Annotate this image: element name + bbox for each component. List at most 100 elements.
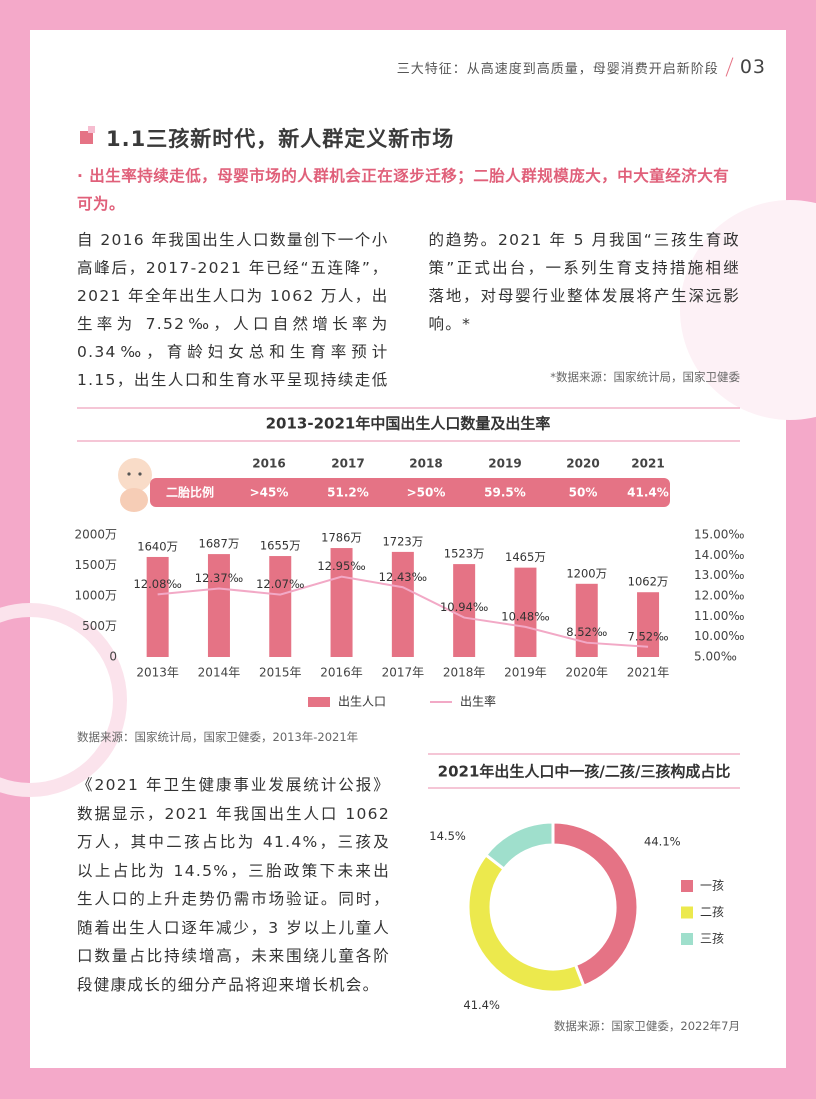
x-tick-label: 2018年 [443,666,486,680]
bar-value-label: 1786万 [321,531,362,545]
y-tick-label: 0 [109,650,117,664]
decor-circle [680,200,816,420]
bar-value-label: 1200万 [566,566,607,580]
header-slash [725,57,734,77]
source-note: 数据来源：国家统计局，国家卫健委，2013年-2021年 [77,730,359,744]
y2-tick-label: 5.00‰ [694,650,737,664]
intro-text: 自 2016 年我国出生人口数量创下一个小高峰后，2017-2021 年已经“五… [77,231,740,389]
bar-value-label: 1687万 [199,537,240,551]
y2-tick-label: 13.00‰ [694,568,744,582]
legend-label: 三孩 [700,932,724,946]
rate-line [157,575,649,648]
ratio-label: 二胎比例 [166,485,214,500]
bar [391,551,414,657]
x-tick-label: 2016年 [320,666,363,680]
ratio-value: >45% [250,486,289,500]
line-value-label: 10.94‰ [440,600,488,614]
bar-value-label: 1465万 [505,550,546,564]
y2-tick-label: 10.00‰ [694,629,744,643]
y-tick-label: 2000万 [74,528,117,542]
ratio-value: 50% [569,486,598,500]
line-value-label: 12.43‰ [379,570,427,584]
section-icon [80,131,93,144]
chart-title: 2021年出生人口中一孩/二孩/三孩构成占比 [438,763,731,781]
ratio-year: 2019 [488,457,521,471]
ratio-year: 2016 [252,457,285,471]
line-value-label: 12.07‰ [256,577,304,591]
legend-label: 一孩 [700,879,724,893]
y2-tick-label: 12.00‰ [694,589,744,603]
line-value-label: 8.52‰ [566,625,607,639]
line-value-label: 10.48‰ [501,609,549,623]
page-number: 03 [739,56,766,78]
page-sheet [30,30,786,1068]
baby-body [120,488,148,512]
ratio-band [150,478,670,507]
slice-label: 14.5% [429,829,466,843]
bar [575,583,598,657]
y-tick-label: 1000万 [74,589,117,603]
source-note: 数据来源：国家卫健委，2022年7月 [553,1019,740,1033]
bar [146,556,169,657]
section-subtitle: · 出生率持续走低，母婴市场的人群机会正在逐步迁移；二胎人群规模庞大，中大童经济… [77,167,730,213]
ratio-value: >50% [407,486,446,500]
y2-tick-label: 15.00‰ [694,528,744,542]
line-value-label: 12.08‰ [133,577,181,591]
y2-tick-label: 11.00‰ [694,609,744,623]
x-tick-label: 2017年 [382,666,425,680]
x-tick-label: 2013年 [136,666,179,680]
ratio-value: 51.2% [327,486,369,500]
x-tick-label: 2020年 [565,666,608,680]
bar-value-label: 1640万 [137,539,178,553]
ratio-year: 2017 [331,457,364,471]
slice-label: 44.1% [644,834,681,848]
baby-head [118,458,152,492]
legend-swatch [308,697,330,707]
section-icon [88,126,95,133]
ratio-value: 59.5% [484,486,526,500]
x-tick-label: 2021年 [627,666,670,680]
y-tick-label: 1500万 [74,558,117,572]
ratio-year: 2020 [566,457,599,471]
baby-eye [127,472,131,476]
x-tick-label: 2014年 [198,666,241,680]
bar [330,548,353,657]
line-value-label: 12.37‰ [195,571,243,585]
line-value-label: 7.52‰ [628,629,669,643]
line-value-label: 12.95‰ [317,559,365,573]
legend-label: 二孩 [700,905,724,919]
body-text: 《2021 年卫生健康事业发展统计公报》数据显示，2021 年我国出生人口 10… [77,776,390,994]
x-tick-label: 2019年 [504,666,547,680]
decor-ring [0,603,127,797]
slice-label: 41.4% [463,998,500,1012]
y2-tick-label: 14.00‰ [694,548,744,562]
legend-swatch [681,880,693,892]
legend-swatch [681,906,693,919]
ratio-year: 2018 [409,457,442,471]
header: 三大特征：从高速度到高质量，母婴消费开启新阶段 03 [397,56,766,78]
bar [453,564,476,657]
ratio-year: 2021 [631,457,664,471]
bar [637,592,660,657]
baby-eye [138,472,142,476]
bar-value-label: 1062万 [628,575,669,589]
baby-illustration [118,458,152,512]
legend-swatch [681,933,693,945]
bar-value-label: 1723万 [382,534,423,548]
section-title: 1.1三孩新时代，新人群定义新市场 [106,127,455,151]
ratio-value: 41.4% [627,486,669,500]
source-note: *数据来源：国家统计局，国家卫健委 [550,370,740,384]
x-tick-label: 2015年 [259,666,302,680]
y-tick-label: 500万 [82,619,117,633]
bar [207,554,230,657]
donut-slice [483,820,555,872]
header-title: 三大特征：从高速度到高质量，母婴消费开启新阶段 [396,61,719,77]
bar [269,556,292,657]
bar [514,567,537,657]
bar-value-label: 1655万 [260,539,301,553]
chart-title: 2013-2021年中国出生人口数量及出生率 [266,415,551,433]
legend-label: 出生人口 [338,695,386,709]
bar-value-label: 1523万 [444,547,485,561]
